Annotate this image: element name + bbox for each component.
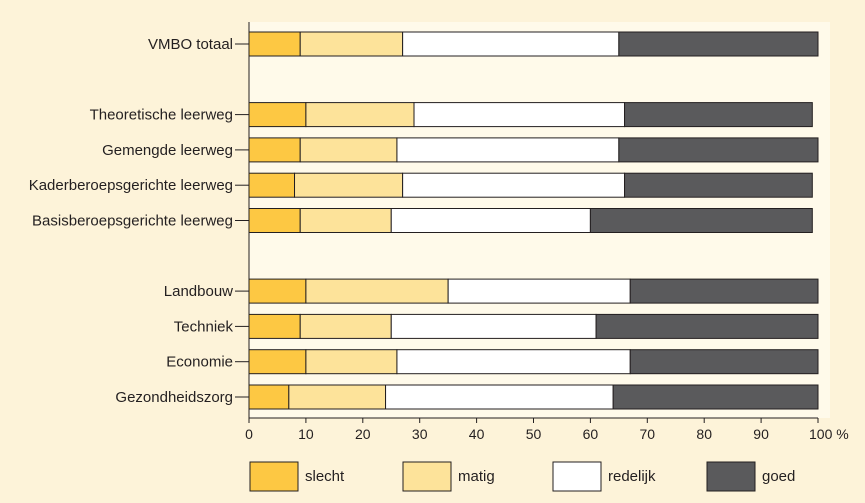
legend-label-goed: goed: [762, 468, 795, 485]
legend-swatch-slecht: [249, 461, 299, 492]
bar-segment-goed: [618, 137, 819, 163]
bar-segment-goed: [629, 278, 819, 304]
bar-segment-matig: [305, 349, 398, 375]
x-tick-label: 90: [753, 426, 769, 442]
bar-segment-slecht: [248, 102, 307, 128]
bar-segment-goed: [624, 172, 813, 198]
bar-segment-matig: [299, 313, 392, 339]
x-tick-label: 0: [245, 426, 253, 442]
legend-label-redelijk: redelijk: [608, 468, 656, 485]
bar-segment-redelijk: [396, 349, 631, 375]
bar-segment-redelijk: [402, 31, 620, 57]
bar-segment-matig: [299, 31, 404, 57]
bar-segment-goed: [612, 384, 819, 410]
bar-segment-redelijk: [390, 208, 591, 233]
bar-segment-redelijk: [413, 102, 626, 128]
category-label: Landbouw: [164, 283, 233, 300]
legend-label-slecht: slecht: [305, 468, 345, 485]
bar-segment-slecht: [248, 31, 301, 57]
x-tick-label: 70: [640, 426, 656, 442]
bar-segment-slecht: [248, 384, 290, 410]
x-tick-label: 10: [298, 426, 314, 442]
category-label: Economie: [166, 354, 233, 371]
legend: slecht matig redelijk goed: [249, 461, 795, 492]
category-label: VMBO totaal: [148, 36, 233, 53]
legend-swatch-matig: [402, 461, 452, 492]
bar-segment-goed: [624, 102, 813, 128]
bar-segment-matig: [299, 137, 398, 163]
bar-segment-redelijk: [396, 137, 620, 163]
x-tick-label: 80: [696, 426, 712, 442]
x-tick-label: 40: [469, 426, 485, 442]
bar-segment-slecht: [248, 349, 307, 375]
bars-group: [248, 31, 819, 410]
x-tick-label: 60: [583, 426, 599, 442]
category-label: Techniek: [174, 318, 234, 335]
x-tick-label: 30: [412, 426, 428, 442]
x-tick-label: 50: [526, 426, 542, 442]
category-label: Gemengde leerweg: [102, 142, 233, 159]
bar-segment-redelijk: [385, 384, 614, 410]
bar-segment-matig: [299, 208, 392, 233]
bar-segment-redelijk: [402, 172, 626, 198]
x-axis: 0 10 20 30 40 50 60 70 80 90 100 %: [245, 22, 849, 442]
category-labels: VMBO totaal Theoretische leerweg Gemengde …: [29, 36, 249, 406]
x-tick-label: 20: [355, 426, 371, 442]
legend-swatch-goed: [706, 461, 756, 492]
bar-segment-goed: [589, 208, 813, 233]
bar-segment-slecht: [248, 208, 301, 233]
category-label: Theoretische leerweg: [90, 107, 233, 124]
bar-segment-slecht: [248, 278, 307, 304]
bar-segment-slecht: [248, 172, 296, 198]
bar-segment-slecht: [248, 137, 301, 163]
x-tick-label: 100 %: [809, 426, 849, 442]
category-label: Kaderberoepsgerichte leerweg: [29, 177, 233, 194]
category-label: Gezondheidszorg: [115, 389, 233, 406]
bar-segment-matig: [305, 278, 449, 304]
category-label: Basisberoepsgerichte leerweg: [32, 213, 233, 230]
legend-label-matig: matig: [458, 468, 495, 485]
bar-segment-slecht: [248, 313, 301, 339]
bar-segment-goed: [629, 349, 819, 375]
bar-segment-redelijk: [447, 278, 631, 304]
bar-segment-matig: [294, 172, 404, 198]
bar-segment-goed: [618, 31, 819, 57]
bar-segment-matig: [305, 102, 415, 128]
bar-segment-matig: [288, 384, 387, 410]
legend-swatch-redelijk: [552, 461, 602, 492]
bar-segment-goed: [595, 313, 819, 339]
bar-segment-redelijk: [390, 313, 597, 339]
